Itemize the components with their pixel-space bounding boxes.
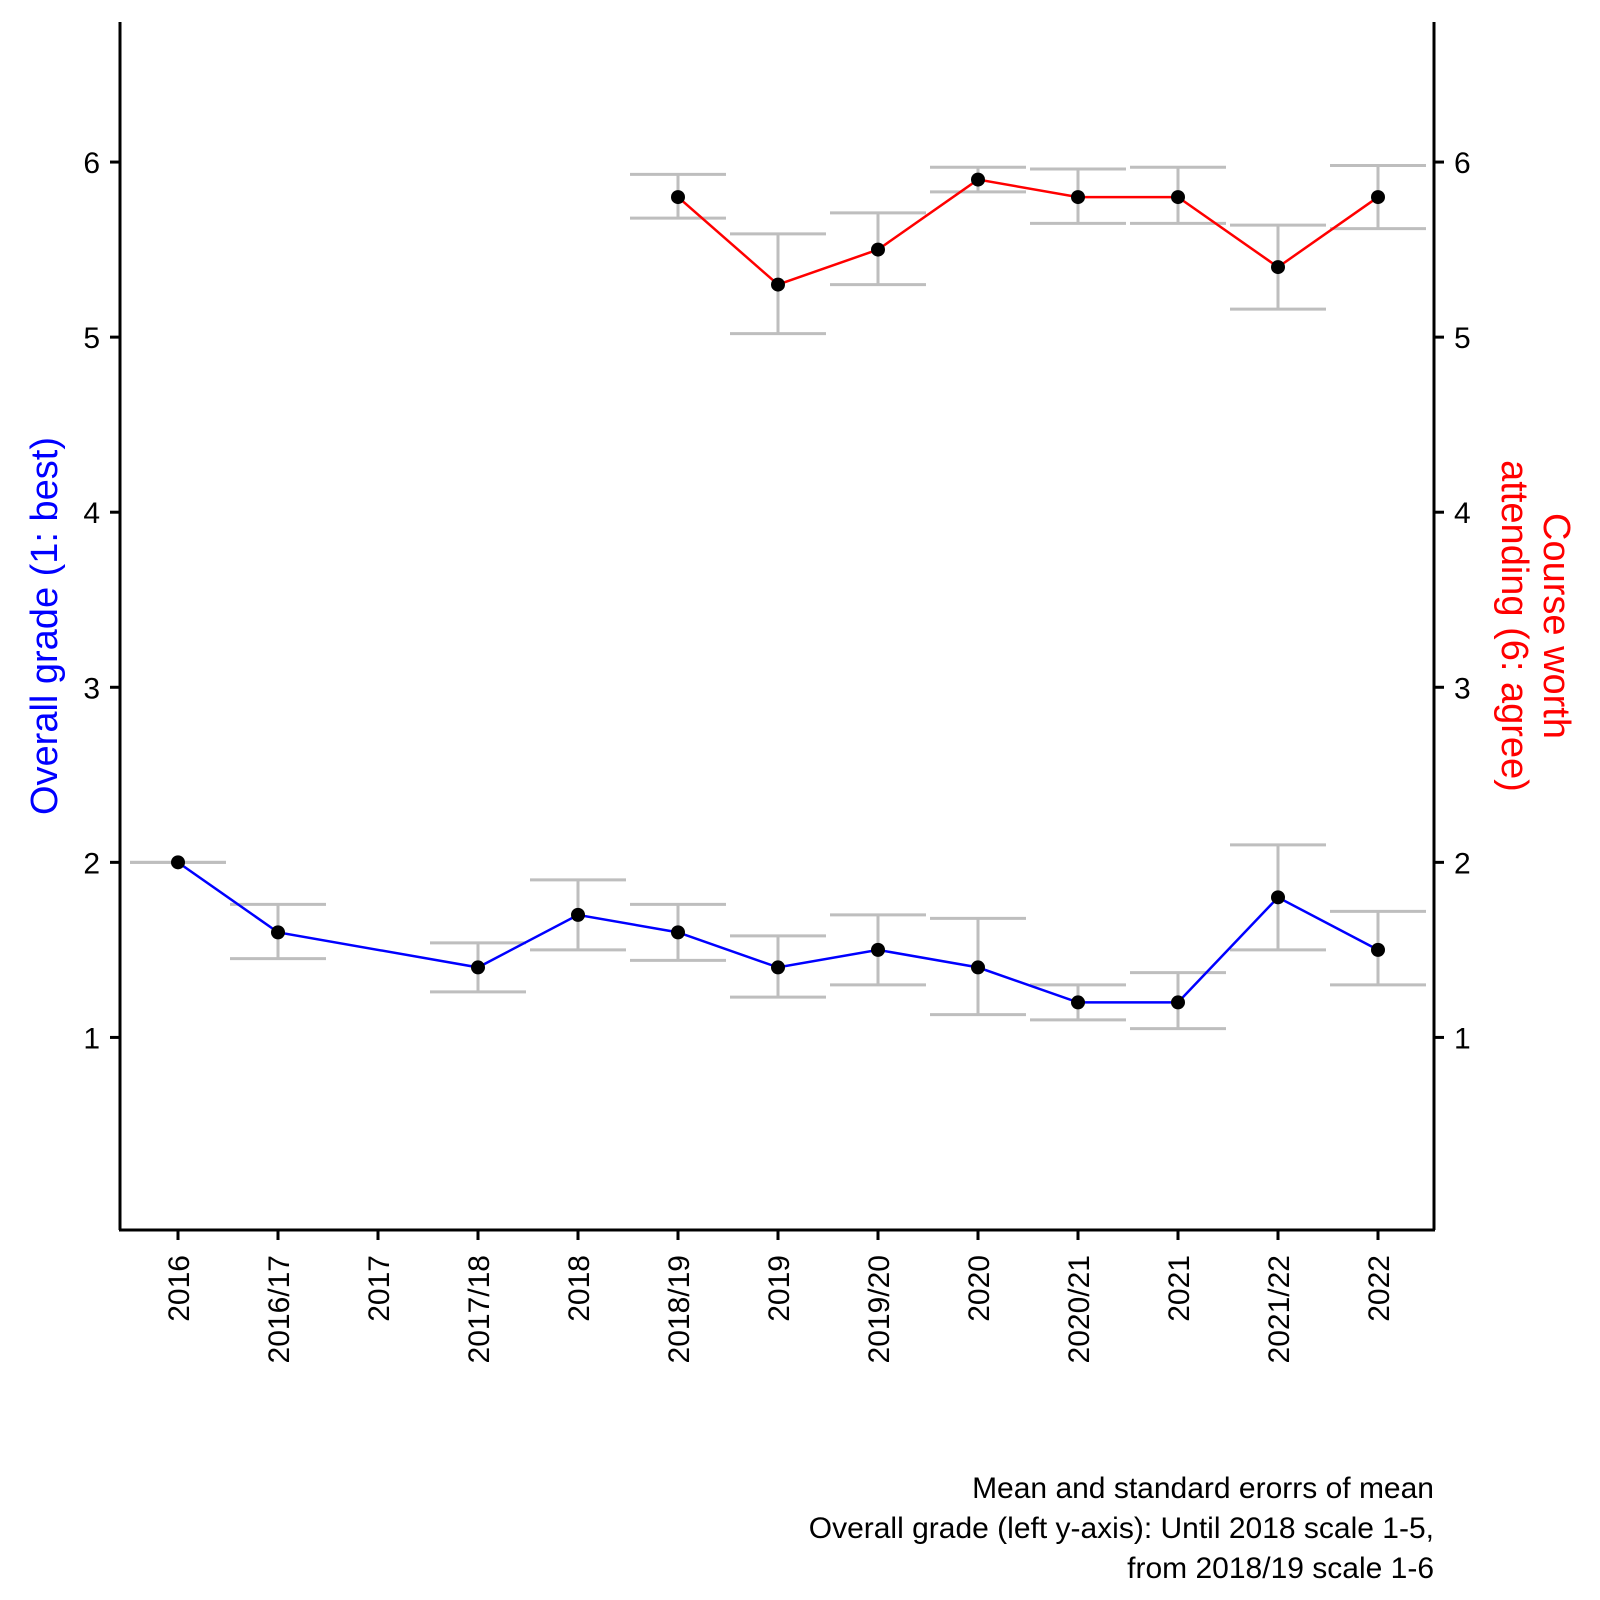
worth-attending-point <box>1071 190 1085 205</box>
x-tick-label: 2022 <box>1363 1255 1396 1322</box>
overall-grade-point <box>971 960 985 975</box>
x-tick-label: 2019 <box>763 1255 796 1322</box>
worth-attending-line <box>677 178 1379 287</box>
worth-attending-point <box>771 277 785 292</box>
overall-grade-point <box>571 907 585 922</box>
x-tick-label: 2017/18 <box>463 1255 496 1363</box>
right-y-axis-title-line1: Course worth <box>1535 513 1577 739</box>
overall-grade-point <box>871 942 885 957</box>
left-y-tick-label: 6 <box>83 147 100 180</box>
right-y-axis-title-line2: attending (6: agree) <box>1493 460 1535 792</box>
series-lines <box>177 178 1379 1004</box>
caption-line-1: Mean and standard erorrs of mean <box>972 1472 1434 1505</box>
worth-attending-point <box>1171 190 1185 205</box>
x-tick-label: 2018 <box>563 1255 596 1322</box>
worth-attending-point <box>971 172 985 187</box>
right-y-tick-label: 4 <box>1454 497 1471 530</box>
x-tick-label: 2021/22 <box>1263 1255 1296 1363</box>
overall-grade-point <box>271 925 285 940</box>
x-tick-label: 2017 <box>363 1255 396 1322</box>
left-y-tick-label: 5 <box>83 322 100 355</box>
overall-grade-point <box>771 960 785 975</box>
right-y-tick-label: 3 <box>1454 672 1471 705</box>
worth-attending-point <box>871 242 885 257</box>
right-y-tick-label: 2 <box>1454 847 1471 880</box>
overall-grade-point <box>1371 942 1385 957</box>
x-tick-label: 2021 <box>1163 1255 1196 1322</box>
overall-grade-point <box>1071 995 1085 1010</box>
overall-grade-point <box>1271 890 1285 905</box>
right-y-tick-label: 6 <box>1454 147 1471 180</box>
overall-grade-point <box>1171 995 1185 1010</box>
overall-grade-point <box>471 960 485 975</box>
right-y-tick-label: 1 <box>1454 1022 1471 1055</box>
left-y-tick-label: 3 <box>83 672 100 705</box>
x-tick-label: 2020/21 <box>1063 1255 1096 1363</box>
data-points <box>171 172 1385 1010</box>
right-y-tick-label: 5 <box>1454 322 1471 355</box>
x-tick-label: 2020 <box>963 1255 996 1322</box>
left-y-tick-label: 4 <box>83 497 100 530</box>
left-y-tick-label: 2 <box>83 847 100 880</box>
error-bars <box>130 164 1426 1031</box>
x-tick-label: 2019/20 <box>863 1255 896 1363</box>
worth-attending-point <box>671 190 685 205</box>
worth-attending-point <box>1371 190 1385 205</box>
overall-grade-line <box>177 861 1379 1004</box>
worth-attending-point <box>1271 260 1285 275</box>
left-y-axis-title: Overall grade (1: best) <box>24 437 66 815</box>
left-y-tick-label: 1 <box>83 1022 100 1055</box>
overall-grade-point <box>671 925 685 940</box>
x-ticks: 2016 2016/17 2017 2017/18 2018 2018/19 2019 201… <box>163 1230 1396 1363</box>
x-tick-label: 2018/19 <box>663 1255 696 1363</box>
left-y-ticks: 1 2 3 4 5 6 <box>83 147 120 1055</box>
overall-grade-point <box>171 855 185 870</box>
x-tick-label: 2016 <box>163 1255 196 1322</box>
x-tick-label: 2016/17 <box>263 1255 296 1363</box>
right-y-ticks: 1 2 3 4 5 6 <box>1434 147 1471 1055</box>
caption-line-3: from 2018/19 scale 1-6 <box>1127 1552 1434 1585</box>
caption-line-2: Overall grade (left y-axis): Until 2018 … <box>809 1512 1434 1545</box>
